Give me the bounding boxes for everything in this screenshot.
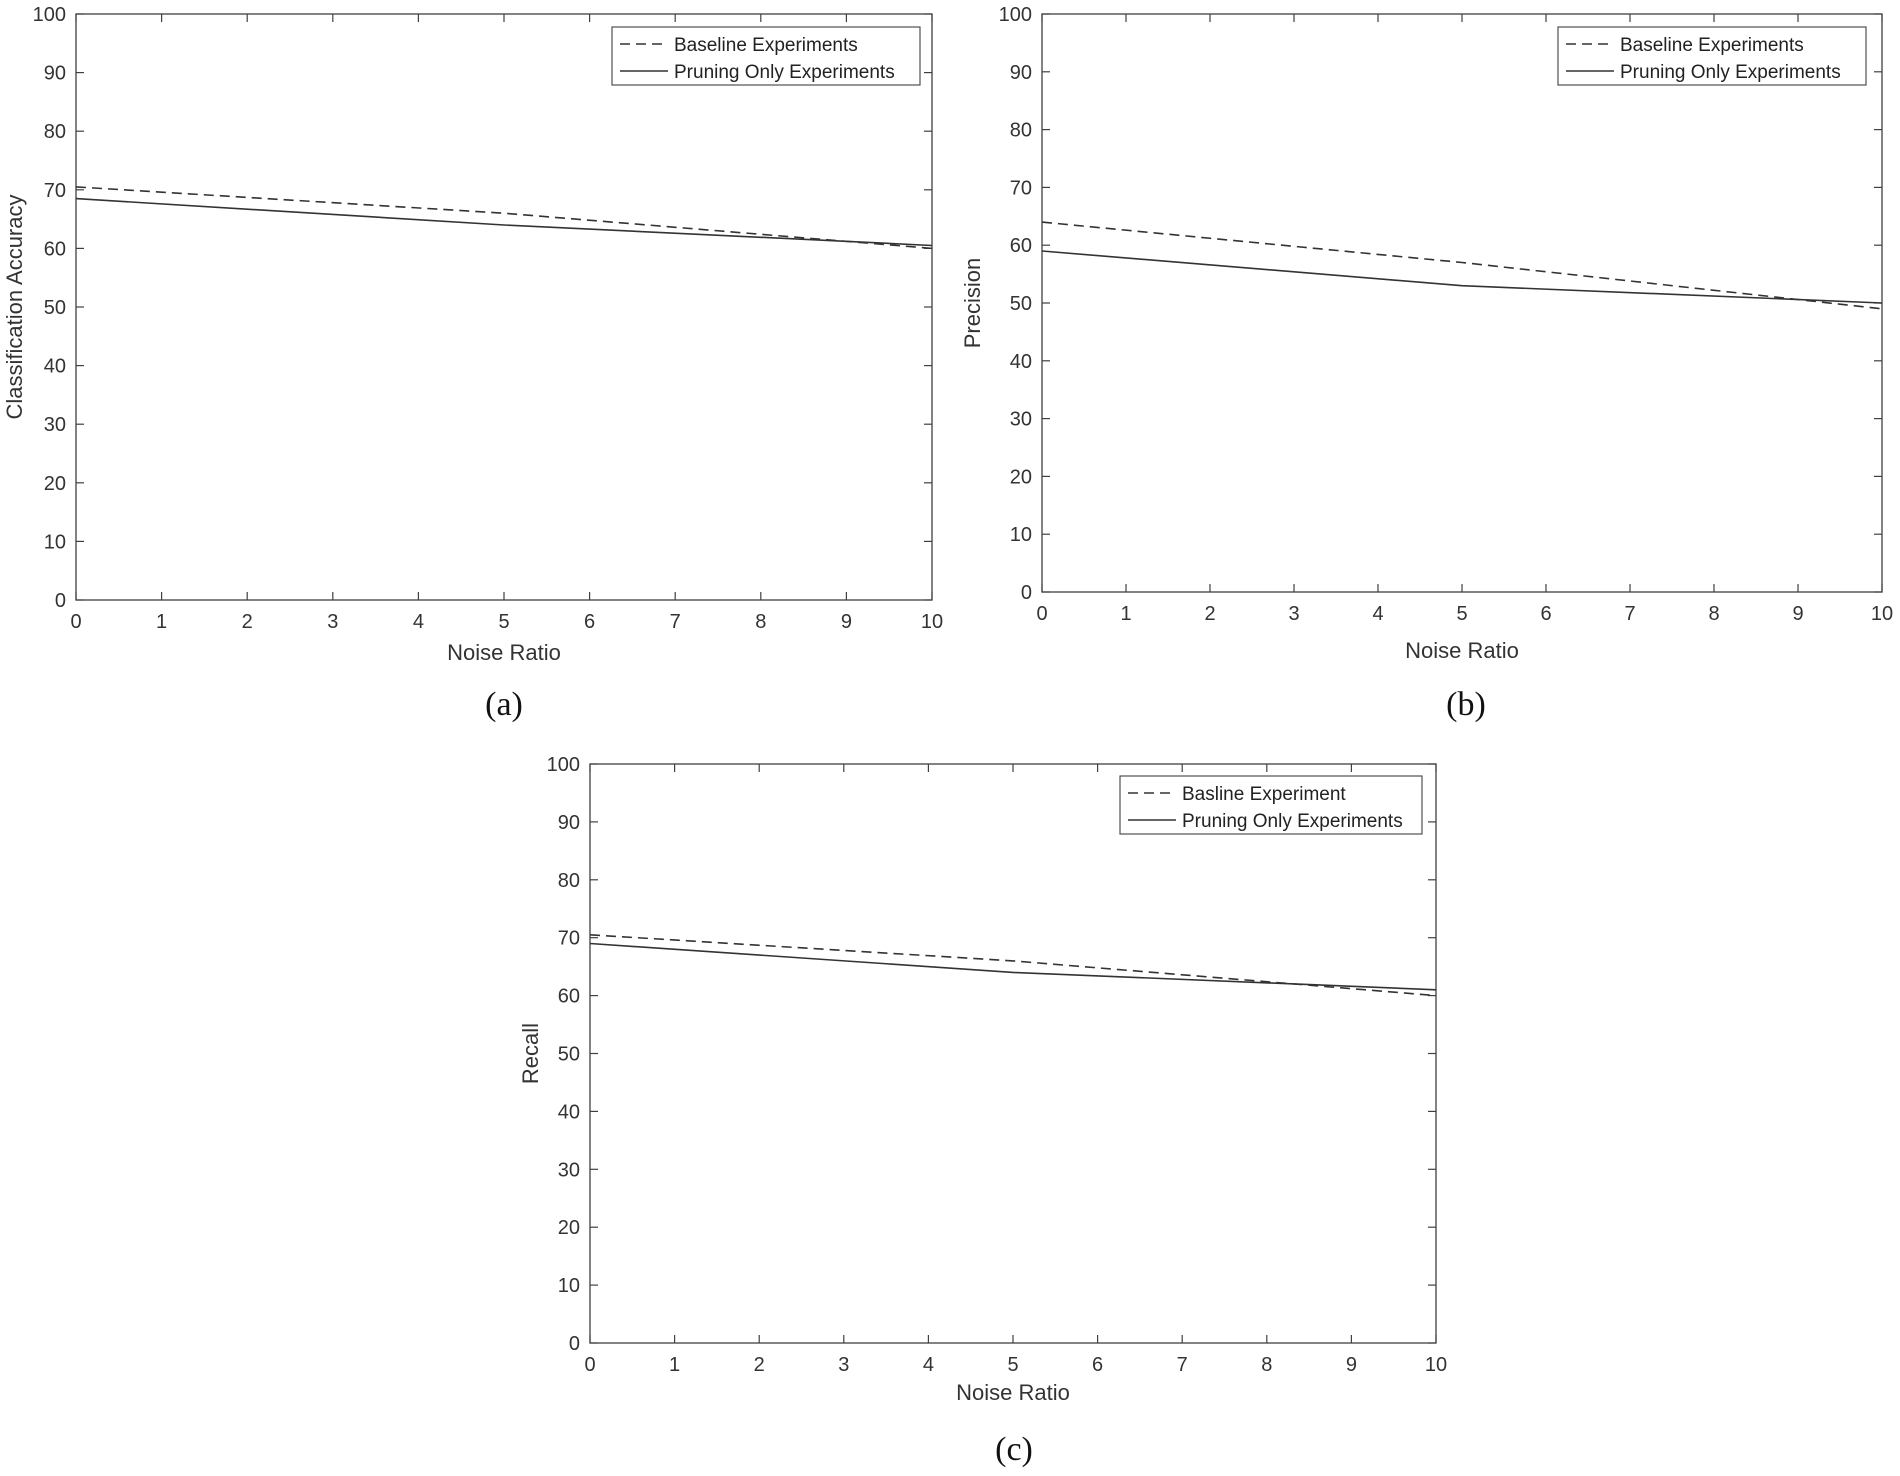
x-tick-label: 9 [841, 611, 852, 633]
legend-box [611, 26, 921, 86]
x-tick-label: 6 [1092, 1354, 1103, 1376]
baseline-series-line [1041, 221, 1883, 310]
y-tick-label: 10 [1010, 524, 1032, 546]
x-tick-label: 8 [755, 611, 766, 633]
legend-box [1119, 775, 1423, 835]
x-tick-label: 0 [70, 611, 81, 633]
legend-label: Basline Experiment [1182, 784, 1346, 805]
x-tick-label: 2 [754, 1354, 765, 1376]
legend-label: Baseline Experiments [674, 35, 858, 56]
x-axis-label: Noise Ratio [447, 640, 561, 665]
x-axis-label: Noise Ratio [956, 1380, 1070, 1405]
y-tick-label: 40 [1010, 351, 1032, 373]
x-tick-label: 3 [1288, 603, 1299, 625]
y-tick-label: 0 [1021, 582, 1032, 604]
plot-area-frame [75, 13, 933, 601]
x-tick-label: 2 [1204, 603, 1215, 625]
x-tick-label: 8 [1708, 603, 1719, 625]
plot-area-frame [1041, 13, 1883, 593]
y-tick-label: 0 [55, 590, 66, 612]
y-axis-label: Recall [518, 1023, 543, 1084]
x-tick-label: 6 [1540, 603, 1551, 625]
x-tick-label: 6 [584, 611, 595, 633]
x-tick-label: 1 [669, 1354, 680, 1376]
y-tick-label: 10 [44, 531, 66, 553]
x-tick-label: 5 [498, 611, 509, 633]
x-tick-label: 10 [921, 611, 943, 633]
x-tick-label: 5 [1007, 1354, 1018, 1376]
y-tick-label: 20 [558, 1217, 580, 1239]
x-tick-label: 8 [1261, 1354, 1272, 1376]
y-tick-label: 100 [33, 4, 66, 26]
y-tick-label: 20 [44, 473, 66, 495]
x-tick-label: 4 [413, 611, 424, 633]
baseline-series-line [589, 934, 1437, 997]
x-tick-label: 3 [838, 1354, 849, 1376]
x-tick-label: 9 [1346, 1354, 1357, 1376]
x-tick-label: 1 [1120, 603, 1131, 625]
x-tick-label: 7 [1177, 1354, 1188, 1376]
legend-label: Pruning Only Experiments [1620, 62, 1841, 83]
pruning-series-line [1041, 250, 1883, 304]
x-tick-label: 7 [670, 611, 681, 633]
pruning-series-line [75, 197, 933, 247]
x-tick-label: 3 [327, 611, 338, 633]
y-tick-label: 90 [558, 812, 580, 834]
y-tick-label: 10 [558, 1275, 580, 1297]
x-axis-label: Noise Ratio [1405, 638, 1519, 663]
x-tick-label: 0 [584, 1354, 595, 1376]
x-tick-label: 4 [923, 1354, 934, 1376]
x-tick-label: 10 [1425, 1354, 1447, 1376]
y-tick-label: 50 [44, 297, 66, 319]
panel-caption: (c) [995, 1431, 1033, 1468]
y-tick-label: 30 [44, 414, 66, 436]
y-tick-label: 60 [1010, 235, 1032, 257]
plot-area-frame [589, 763, 1437, 1344]
x-tick-label: 7 [1624, 603, 1635, 625]
y-axis-label: Precision [960, 258, 985, 348]
y-tick-label: 80 [44, 121, 66, 143]
y-tick-label: 0 [569, 1333, 580, 1355]
panel-caption: (a) [485, 686, 523, 723]
x-tick-label: 0 [1036, 603, 1047, 625]
x-tick-label: 1 [156, 611, 167, 633]
y-tick-label: 80 [1010, 120, 1032, 142]
legend-label: Pruning Only Experiments [674, 62, 895, 83]
x-tick-label: 9 [1792, 603, 1803, 625]
x-tick-label: 2 [242, 611, 253, 633]
y-tick-label: 80 [558, 870, 580, 892]
y-tick-label: 70 [1010, 177, 1032, 199]
x-tick-label: 4 [1372, 603, 1383, 625]
y-axis-label: Classification Accuracy [2, 195, 27, 420]
y-tick-label: 100 [547, 754, 580, 776]
panel-caption: (b) [1446, 686, 1486, 723]
y-tick-label: 90 [44, 63, 66, 85]
legend-label: Baseline Experiments [1620, 35, 1804, 56]
legend-box [1557, 26, 1867, 86]
y-tick-label: 30 [1010, 409, 1032, 431]
y-tick-label: 20 [1010, 466, 1032, 488]
y-tick-label: 70 [44, 180, 66, 202]
x-tick-label: 5 [1456, 603, 1467, 625]
legend-label: Pruning Only Experiments [1182, 811, 1403, 832]
y-tick-label: 100 [999, 4, 1032, 26]
panel-b: 0 1 2 3 4 5 6 7 8 9 100102030405060708090100Noise … [960, 4, 1893, 723]
panel-c: 0 1 2 3 4 5 6 7 8 9 100102030405060708090100Noise … [518, 754, 1447, 1468]
y-tick-label: 60 [558, 986, 580, 1008]
y-tick-label: 40 [558, 1101, 580, 1123]
y-tick-label: 90 [1010, 62, 1032, 84]
pruning-series-line [589, 942, 1437, 991]
x-tick-label: 10 [1871, 603, 1893, 625]
y-tick-label: 60 [44, 238, 66, 260]
y-tick-label: 50 [558, 1044, 580, 1066]
y-tick-label: 30 [558, 1159, 580, 1181]
panel-a: 0 1 2 3 4 5 6 7 8 9 100102030405060708090100Noise … [2, 4, 943, 723]
y-tick-label: 40 [44, 356, 66, 378]
y-tick-label: 70 [558, 928, 580, 950]
y-tick-label: 50 [1010, 293, 1032, 315]
